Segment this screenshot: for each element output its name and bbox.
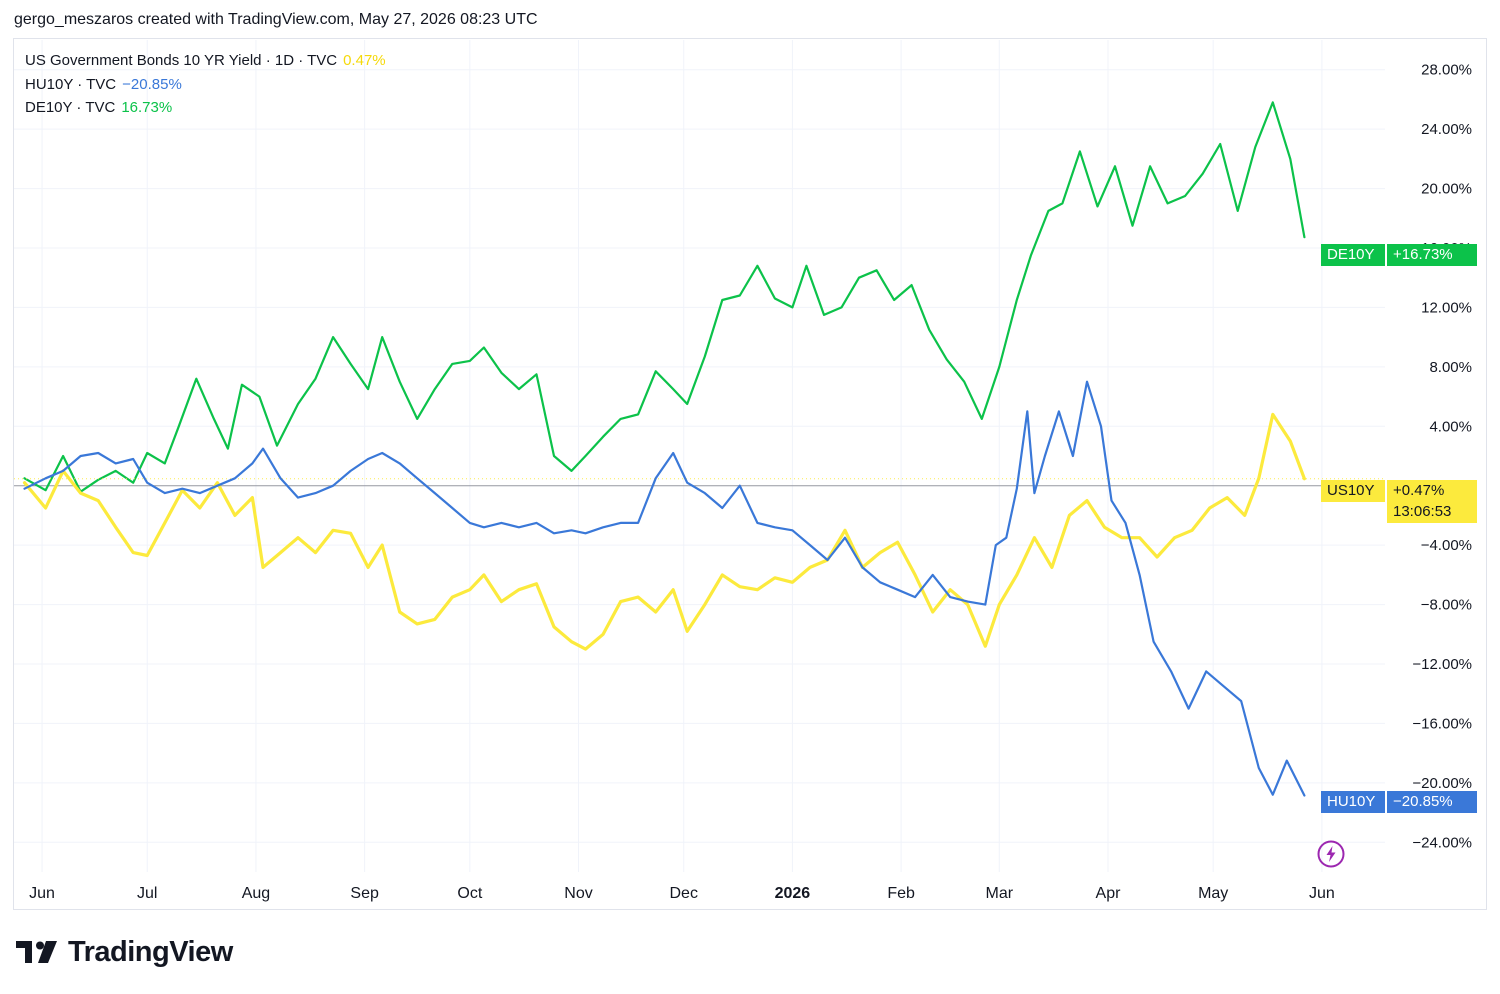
x-tick-label: 2026 bbox=[775, 885, 811, 902]
y-tick-label: 4.00% bbox=[1429, 418, 1472, 435]
x-tick-label: Aug bbox=[242, 885, 270, 902]
y-tick-label: −12.00% bbox=[1412, 656, 1472, 673]
y-tick-label: 28.00% bbox=[1421, 62, 1472, 79]
y-tick-label: −4.00% bbox=[1421, 537, 1472, 554]
tradingview-logo-icon bbox=[16, 941, 57, 963]
legend-value-hu10y: −20.85% bbox=[122, 75, 182, 93]
x-tick-label: Sep bbox=[350, 885, 379, 902]
grid-lines bbox=[14, 40, 1385, 872]
x-tick-label: Apr bbox=[1096, 885, 1122, 902]
legend-row-hu10y[interactable]: HU10Y · TVC −20.85% bbox=[25, 73, 386, 97]
y-tick-label: −16.00% bbox=[1412, 715, 1472, 732]
tradingview-logo[interactable]: TradingView bbox=[16, 936, 233, 968]
legend-row-us10y[interactable]: US Government Bonds 10 YR Yield · 1D · T… bbox=[25, 49, 386, 73]
series-line-de10y bbox=[23, 101, 1306, 493]
y-tick-label: −24.00% bbox=[1412, 834, 1472, 851]
y-tick-label: 24.00% bbox=[1421, 121, 1472, 138]
x-tick-label: Jul bbox=[137, 885, 157, 902]
legend-label-us10y: US Government Bonds 10 YR Yield · 1D · T… bbox=[25, 52, 338, 69]
x-tick-label: Dec bbox=[669, 885, 697, 902]
y-tick-label: 12.00% bbox=[1421, 299, 1472, 316]
x-tick-label: Jun bbox=[29, 885, 55, 902]
series-lines bbox=[14, 101, 1385, 797]
x-tick-label: Feb bbox=[887, 885, 915, 902]
price-tag-countdown-us10y: 13:06:53 bbox=[1387, 501, 1477, 523]
y-axis: 28.00%24.00%20.00%16.00%12.00%8.00%4.00%… bbox=[1412, 62, 1472, 852]
y-tick-label: −8.00% bbox=[1421, 597, 1472, 614]
lightning-icon[interactable] bbox=[1317, 840, 1345, 868]
series-line-us10y bbox=[22, 412, 1306, 651]
x-tick-label: May bbox=[1198, 885, 1228, 902]
brand-name: TradingView bbox=[68, 935, 233, 968]
y-tick-label: −20.00% bbox=[1412, 775, 1472, 792]
price-tag-value-hu10y: −20.85% bbox=[1387, 791, 1477, 813]
y-tick-label: 20.00% bbox=[1421, 181, 1472, 198]
legend-value-de10y: 16.73% bbox=[121, 99, 173, 116]
chart-frame bbox=[13, 38, 1487, 910]
x-tick-label: Mar bbox=[986, 885, 1014, 902]
x-tick-label: Nov bbox=[564, 885, 592, 902]
series-line-hu10y bbox=[23, 380, 1306, 797]
legend-label-hu10y: HU10Y · TVC bbox=[25, 75, 117, 93]
legend-label-de10y: DE10Y · TVC bbox=[25, 99, 116, 116]
chart-caption: gergo_meszaros created with TradingView.… bbox=[14, 11, 538, 28]
legend: US Government Bonds 10 YR Yield · 1D · T… bbox=[25, 49, 386, 120]
x-tick-label: Oct bbox=[457, 885, 482, 902]
price-tag-value-de10y: +16.73% bbox=[1387, 244, 1477, 266]
price-tag-symbol-de10y: DE10Y bbox=[1321, 244, 1385, 266]
y-tick-label: 8.00% bbox=[1429, 359, 1472, 376]
legend-value-us10y: 0.47% bbox=[343, 52, 386, 69]
x-axis: Jun Jul Aug Sep Oct Nov Dec 2026 Feb Mar Apr May Jun bbox=[29, 885, 1335, 902]
price-tag-value-us10y: +0.47% bbox=[1387, 480, 1477, 502]
price-tag-symbol-hu10y: HU10Y bbox=[1321, 791, 1385, 813]
x-tick-label: Jun bbox=[1309, 885, 1335, 902]
price-tag-symbol-us10y: US10Y bbox=[1321, 480, 1385, 502]
legend-row-de10y[interactable]: DE10Y · TVC 16.73% bbox=[25, 96, 386, 120]
